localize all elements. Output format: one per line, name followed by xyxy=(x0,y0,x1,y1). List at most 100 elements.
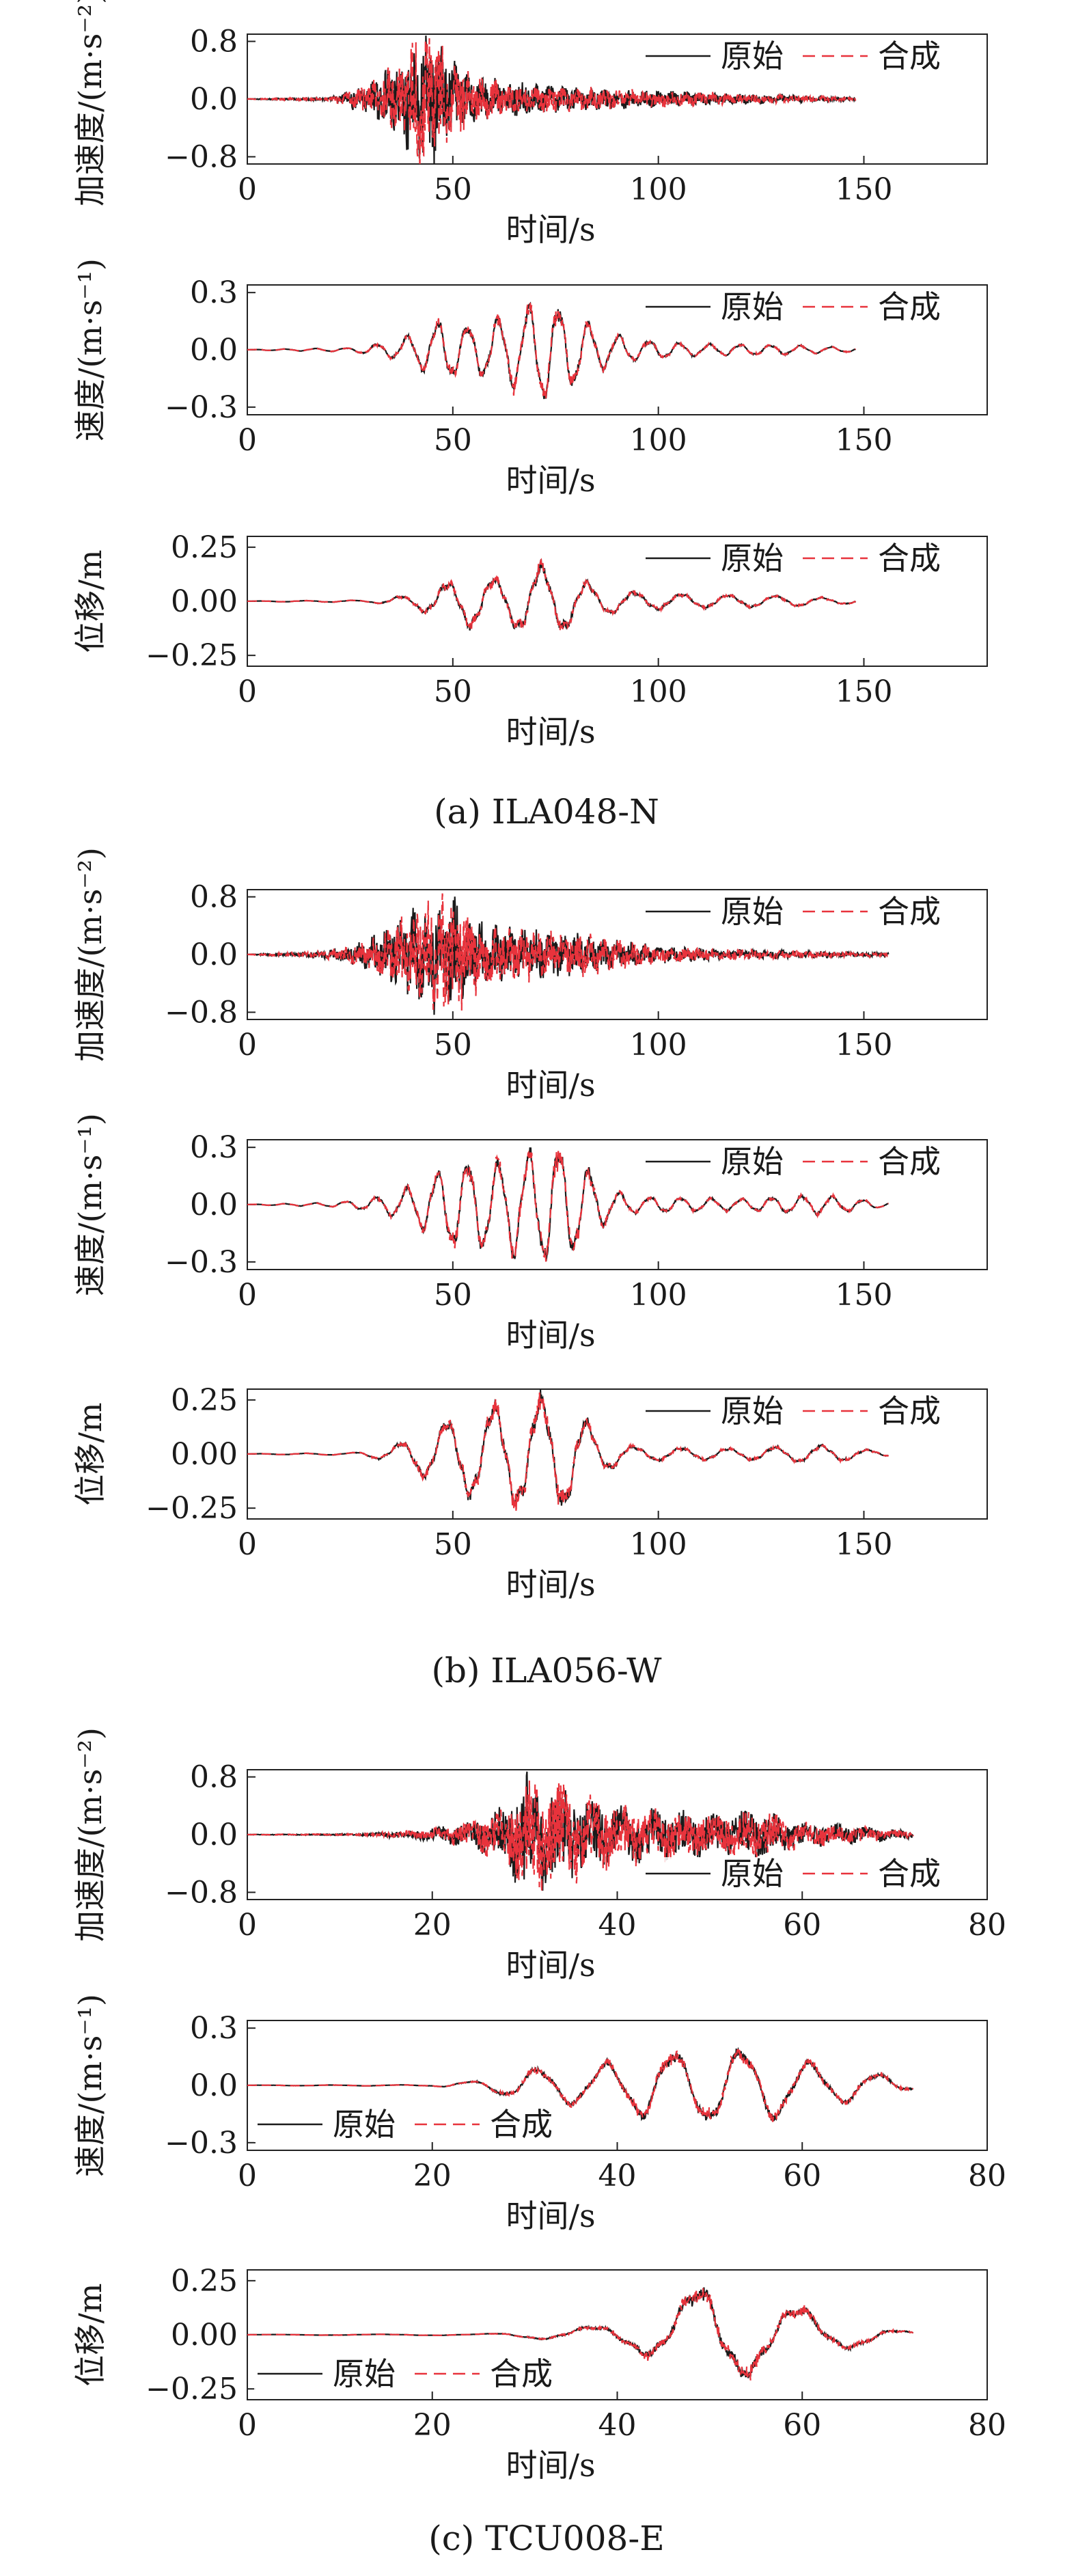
x-axis-label: 时间/s xyxy=(506,1317,595,1354)
x-tick-label: 50 xyxy=(434,1028,472,1063)
x-tick-label: 0 xyxy=(238,1278,257,1313)
legend: 原始 合成 xyxy=(642,1143,984,1180)
y-tick-label: −0.3 xyxy=(165,390,238,425)
legend: 原始 合成 xyxy=(642,288,984,325)
x-tick-label: 80 xyxy=(968,2408,1006,2443)
x-tick-label: 40 xyxy=(598,2159,637,2193)
x-tick-label: 60 xyxy=(783,1908,821,1943)
y-axis-label: 速度/(m·s⁻¹) xyxy=(72,258,109,441)
y-tick-label: −0.25 xyxy=(146,2372,238,2407)
x-tick-label: 20 xyxy=(413,1908,452,1943)
panel-0: 0.8 0.0 −0.80 50 100 150 时间/s 加速度/(m·s⁻²) 原始 合成 xyxy=(72,0,988,248)
x-tick-label: 50 xyxy=(434,1527,472,1562)
y-tick-label: −0.3 xyxy=(165,2126,238,2161)
x-tick-label: 150 xyxy=(836,674,893,709)
y-tick-label: 0.0 xyxy=(190,2068,238,2103)
legend-synthetic-label: 合成 xyxy=(878,1855,941,1892)
x-tick-label: 50 xyxy=(434,1278,472,1313)
x-tick-label: 100 xyxy=(630,1028,687,1063)
y-axis-label: 位移/m xyxy=(72,1402,109,1505)
legend-original-label: 原始 xyxy=(721,1855,784,1892)
x-axis-label: 时间/s xyxy=(506,1566,595,1603)
y-tick-label: −0.8 xyxy=(165,995,238,1030)
y-tick-label: −0.8 xyxy=(165,139,238,174)
series-synthetic-line xyxy=(247,1150,889,1262)
x-tick-label: 100 xyxy=(630,172,687,207)
legend-synthetic-label: 合成 xyxy=(490,2106,553,2143)
figure-caption: (b) ILA056-W xyxy=(432,1651,663,1690)
y-tick-label: 0.8 xyxy=(190,880,238,915)
legend-synthetic-label: 合成 xyxy=(878,1393,941,1429)
x-tick-label: 0 xyxy=(238,2159,257,2193)
y-tick-label: −0.8 xyxy=(165,1875,238,1910)
legend-original-label: 原始 xyxy=(721,1143,784,1180)
y-axis-label: 加速度/(m·s⁻²) xyxy=(72,1727,109,1942)
x-tick-label: 40 xyxy=(598,2408,637,2443)
x-tick-label: 0 xyxy=(238,1028,257,1063)
x-tick-label: 150 xyxy=(836,1028,893,1063)
panel-2: 0.25 0.00 −0.250 50 100 150 时间/s 位移/m 原始 合成 xyxy=(72,530,988,750)
legend: 原始 合成 xyxy=(642,1393,984,1429)
legend-synthetic-label: 合成 xyxy=(878,288,941,325)
x-tick-label: 40 xyxy=(598,1908,637,1943)
x-tick-label: 50 xyxy=(434,423,472,458)
x-tick-label: 0 xyxy=(238,1908,257,1943)
series-synthetic-line xyxy=(247,2287,913,2381)
y-tick-label: 0.8 xyxy=(190,25,238,59)
x-tick-label: 0 xyxy=(238,674,257,709)
x-tick-label: 150 xyxy=(836,1527,893,1562)
series-synthetic-line xyxy=(247,38,857,164)
x-tick-label: 50 xyxy=(434,674,472,709)
x-tick-label: 60 xyxy=(783,2159,821,2193)
series-synthetic-line xyxy=(247,303,856,400)
panel-7: 0.3 0.0 −0.30 20 40 60 80 时间/s 速度/(m·s⁻¹) 原始 合成 xyxy=(72,1994,1006,2234)
y-axis-label: 加速度/(m·s⁻²) xyxy=(72,0,109,206)
y-tick-label: 0.8 xyxy=(190,1760,238,1795)
panel-4: 0.3 0.0 −0.30 50 100 150 时间/s 速度/(m·s⁻¹) 原始 合成 xyxy=(72,1113,988,1354)
x-axis-label: 时间/s xyxy=(506,1947,595,1984)
y-tick-label: 0.3 xyxy=(190,1130,238,1165)
y-tick-label: 0.0 xyxy=(190,82,238,117)
figure-caption: (c) TCU008-E xyxy=(428,2519,664,2558)
x-axis-label: 时间/s xyxy=(506,2197,595,2234)
series-synthetic-line xyxy=(247,1780,914,1892)
legend-original-label: 原始 xyxy=(333,2106,396,2143)
x-tick-label: 80 xyxy=(968,1908,1006,1943)
x-tick-label: 50 xyxy=(434,172,472,207)
legend-synthetic-label: 合成 xyxy=(878,893,941,930)
legend: 原始 合成 xyxy=(642,540,984,577)
x-axis-label: 时间/s xyxy=(506,1067,595,1104)
x-tick-label: 0 xyxy=(238,1527,257,1562)
y-tick-label: −0.25 xyxy=(146,638,238,673)
legend: 原始 合成 xyxy=(642,1855,984,1892)
y-tick-label: 0.0 xyxy=(190,333,238,368)
x-axis-label: 时间/s xyxy=(506,713,595,750)
y-tick-label: 0.0 xyxy=(190,1188,238,1222)
y-tick-label: 0.0 xyxy=(190,1818,238,1852)
y-tick-label: 0.25 xyxy=(171,1383,238,1418)
y-tick-label: 0.3 xyxy=(190,2011,238,2046)
x-tick-label: 150 xyxy=(836,172,893,207)
x-tick-label: 100 xyxy=(630,674,687,709)
legend: 原始 合成 xyxy=(642,38,984,74)
y-tick-label: 0.00 xyxy=(171,584,238,619)
x-tick-label: 20 xyxy=(413,2408,452,2443)
x-axis-label: 时间/s xyxy=(506,2447,595,2484)
y-axis-label: 速度/(m·s⁻¹) xyxy=(72,1994,109,2177)
y-tick-label: 0.25 xyxy=(171,2264,238,2299)
series-synthetic-line xyxy=(247,2049,914,2122)
panel-6: 0.8 0.0 −0.80 20 40 60 80 时间/s 加速度/(m·s⁻²) 原始 合成 xyxy=(72,1727,1006,1984)
y-tick-label: 0.3 xyxy=(190,275,238,310)
panel-8: 0.25 0.00 −0.250 20 40 60 80 时间/s 位移/m 原始 合成 xyxy=(72,2264,1006,2484)
x-axis-label: 时间/s xyxy=(506,211,595,248)
legend: 原始 合成 xyxy=(254,2106,596,2143)
y-tick-label: 0.25 xyxy=(171,530,238,565)
legend-original-label: 原始 xyxy=(721,38,784,74)
series-original-line xyxy=(247,2046,913,2122)
y-tick-label: 0.00 xyxy=(171,2318,238,2353)
x-tick-label: 0 xyxy=(238,423,257,458)
y-axis-label: 位移/m xyxy=(72,549,109,653)
y-axis-label: 加速度/(m·s⁻²) xyxy=(72,847,109,1062)
x-tick-label: 60 xyxy=(783,2408,821,2443)
x-tick-label: 100 xyxy=(630,423,687,458)
